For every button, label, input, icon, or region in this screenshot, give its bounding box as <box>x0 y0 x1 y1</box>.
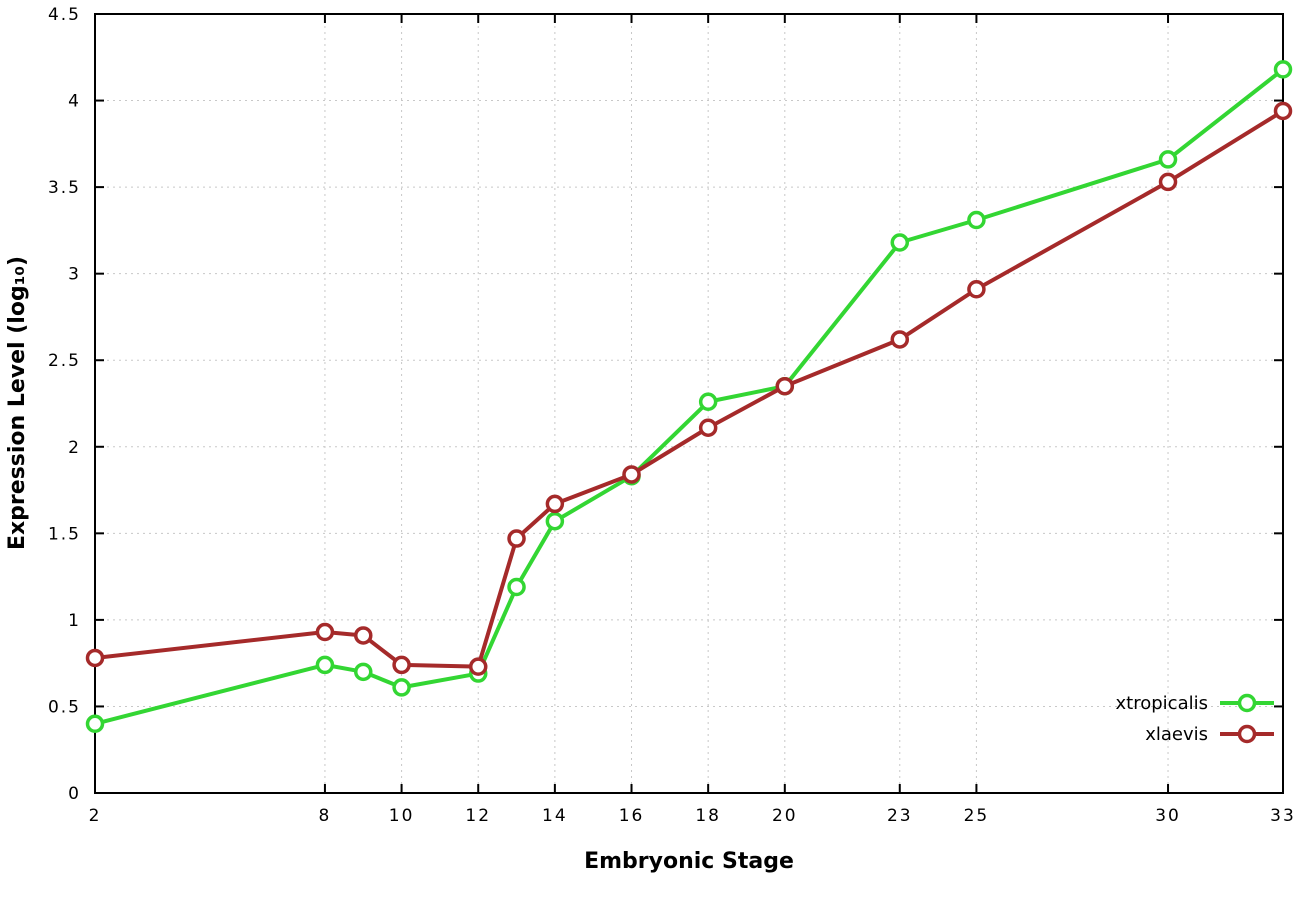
data-point-xtropicalis <box>507 577 526 597</box>
x-tick-label: 12 <box>465 806 491 826</box>
data-point-xlaevis <box>1158 172 1178 192</box>
data-point-xtropicalis <box>392 678 411 697</box>
plot-layer: 2 8 10 12 14 16 18 20 23 25 30 33 0 0.5 1 1.5 2 2.5 3 3.5 4 4… <box>48 5 1296 826</box>
data-point-xlaevis <box>315 622 335 642</box>
data-point-xtropicalis <box>545 511 565 531</box>
data-point-xlaevis <box>775 376 795 396</box>
y-tick-label: 0 <box>68 784 81 804</box>
x-tick-label: 33 <box>1270 806 1296 826</box>
x-tick-label: 10 <box>389 806 415 826</box>
data-point-xtropicalis <box>967 210 986 230</box>
x-tick-label: 20 <box>772 806 798 826</box>
x-axis-label: Embryonic Stage <box>584 849 794 874</box>
data-point-xlaevis <box>698 418 718 437</box>
data-point-xtropicalis <box>315 655 335 675</box>
data-point-xlaevis <box>622 465 641 484</box>
data-point-xlaevis <box>468 657 488 676</box>
legend-label-xlaevis: xlaevis <box>1145 724 1208 745</box>
y-tick-label: 1.5 <box>48 524 81 544</box>
data-point-xlaevis <box>354 626 373 645</box>
legend-sample-marker-xtropicalis <box>1237 693 1257 713</box>
data-point-xlaevis <box>85 648 105 668</box>
data-point-xlaevis <box>890 330 910 349</box>
plot-border <box>94 13 1284 794</box>
data-point-xlaevis <box>967 279 986 299</box>
y-axis-label: Expression Level (log₁₀) <box>5 256 30 550</box>
data-point-xtropicalis <box>85 714 105 734</box>
data-point-xlaevis <box>507 529 526 548</box>
x-tick-label: 18 <box>695 806 721 826</box>
series-line-xlaevis <box>93 108 1285 669</box>
x-tick-label: 8 <box>319 806 332 826</box>
data-point-xtropicalis <box>1158 150 1178 169</box>
y-tick-label: 2.5 <box>48 351 81 371</box>
y-tick-label: 0.5 <box>48 697 81 717</box>
data-point-xlaevis <box>1273 101 1293 121</box>
series-line-xtropicalis <box>93 67 1285 726</box>
x-tick-label: 2 <box>89 806 102 826</box>
x-tick-label: 23 <box>887 806 913 826</box>
x-tick-label: 25 <box>964 806 990 826</box>
y-tick-label: 3.5 <box>48 178 81 198</box>
legend-label-xtropicalis: xtropicalis <box>1116 693 1208 714</box>
y-tick-label: 1 <box>68 611 81 631</box>
y-tick-label: 2 <box>68 438 81 458</box>
y-tick-label: 4 <box>68 92 81 112</box>
data-point-xlaevis <box>545 494 565 514</box>
data-point-xtropicalis <box>354 662 373 682</box>
data-point-xlaevis <box>392 655 411 675</box>
y-tick-label: 3 <box>68 265 81 285</box>
x-tick-label: 14 <box>542 806 568 826</box>
y-tick-label: 4.5 <box>48 5 81 25</box>
legend-sample-marker-xlaevis <box>1237 724 1257 744</box>
data-point-xtropicalis <box>1273 60 1293 79</box>
data-point-xtropicalis <box>698 392 718 412</box>
x-tick-label: 30 <box>1155 806 1181 826</box>
data-point-xtropicalis <box>890 233 910 252</box>
x-tick-label: 16 <box>619 806 645 826</box>
